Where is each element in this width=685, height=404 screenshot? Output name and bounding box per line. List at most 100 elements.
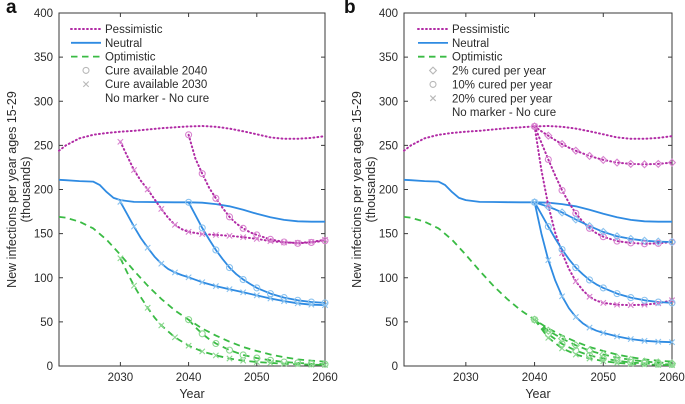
- pessimistic-cure-2030-marker: [130, 166, 138, 174]
- chart-panel-a: 2030 2040 2050 2060 0 50 100 150 200 250 300 350 400…: [5, 8, 338, 401]
- neutral-cure-2040-marker: [225, 264, 234, 272]
- optimistic-cure-2030-marker: [240, 357, 247, 364]
- series-neutral-10pct-cured: [533, 201, 673, 304]
- neutral-cure-2040-marker: [321, 299, 329, 307]
- neutral-cure-2030-marker: [185, 274, 192, 281]
- pessimistic-20pct-cured-marker: [586, 293, 593, 300]
- pessimistic-cure-2030-marker: [158, 205, 165, 213]
- optimistic-20pct-cured-marker: [545, 334, 552, 341]
- x-tick-label: 2040: [522, 372, 548, 384]
- optimistic-cure-2040-marker: [280, 358, 288, 366]
- optimistic-cure-2030-marker: [144, 304, 151, 311]
- pessimistic-cure-2040-marker: [321, 237, 329, 245]
- y-tick-label: 400: [34, 8, 53, 20]
- neutral-cure-2030-marker: [144, 244, 151, 251]
- pessimistic-cure-2040-marker: [307, 238, 315, 246]
- x-axis-label: Year: [179, 387, 204, 401]
- neutral-20pct-cured-marker: [655, 338, 662, 345]
- legend-circle-marker: [82, 66, 90, 74]
- markers-optimistic-cure-2030: [117, 255, 329, 369]
- neutral-cure-2040-marker: [185, 198, 193, 206]
- y-axis-label-line2: (thousands): [364, 156, 378, 222]
- pessimistic-cure-2040-marker: [266, 235, 274, 243]
- y-tick-label: 0: [47, 361, 53, 373]
- x-tick-label: 2050: [244, 372, 270, 384]
- series-pessimistic-2pct-cured: [533, 125, 673, 166]
- legend-label: Optimistic: [105, 52, 156, 64]
- neutral-cure-2030-marker: [199, 279, 206, 286]
- pessimistic-10pct-cured-marker: [613, 237, 621, 245]
- legend-circle-marker: [429, 80, 437, 88]
- pessimistic-20pct-cured-marker: [627, 302, 634, 309]
- pessimistic-cure-2040-marker: [239, 224, 247, 232]
- optimistic-cure-2040-marker: [185, 316, 193, 324]
- pessimistic-2pct-cured-marker: [557, 139, 567, 149]
- optimistic-cure-2030-marker: [130, 282, 138, 289]
- y-axis-label-line1: New infections per year ages 15-29: [5, 91, 19, 288]
- neutral-cure-2030-marker: [226, 286, 233, 293]
- markers-optimistic-10pct-cured: [531, 316, 676, 368]
- neutral-20pct-cured-marker: [572, 313, 579, 321]
- neutral-10pct-cured-marker: [640, 296, 649, 304]
- markers-pessimistic-cure-2030: [117, 138, 329, 246]
- markers-optimistic-2pct-cured: [530, 315, 677, 368]
- optimistic-cure-2040-marker: [198, 330, 206, 338]
- pessimistic-2pct-cured-marker: [667, 158, 677, 167]
- neutral-20pct-cured-marker: [627, 335, 634, 343]
- optimistic-cure-2040-marker: [307, 360, 315, 368]
- pessimistic-cure-2040-marker: [212, 194, 220, 202]
- optimistic-20pct-cured-marker: [558, 345, 566, 352]
- pessimistic-cure-2030-marker: [144, 186, 151, 193]
- neutral-cure-2040-marker: [307, 298, 315, 306]
- y-tick-label: 200: [379, 185, 398, 197]
- legend-label: 10% cured per year: [452, 79, 553, 91]
- optimistic-cure-2040-marker: [225, 346, 234, 354]
- pessimistic-10pct-cured-marker: [585, 224, 594, 232]
- pessimistic-2pct-cured-marker: [599, 155, 608, 165]
- markers-neutral-cure-2030: [117, 198, 329, 309]
- optimistic-cure-2040-marker: [294, 359, 302, 367]
- pessimistic-cure-2030-marker: [212, 231, 219, 239]
- series-optimistic-cure-2040: [187, 319, 326, 366]
- optimistic-cure-2030-marker: [117, 255, 124, 262]
- legend-x-marker: [82, 81, 90, 88]
- pessimistic-20pct-cured-marker: [545, 202, 552, 209]
- markers-neutral-20pct-cured: [531, 199, 676, 346]
- neutral-10pct-cured-marker: [531, 198, 539, 206]
- neutral-10pct-cured-marker: [627, 294, 635, 302]
- y-axis-label-line1: New infections per year ages 15-29: [350, 91, 364, 288]
- y-tick-label: 100: [34, 273, 53, 285]
- neutral-2pct-cured-marker: [640, 236, 649, 245]
- neutral-cure-2030-marker: [212, 283, 219, 290]
- x-tick-label: 2060: [312, 372, 338, 384]
- neutral-10pct-cured-marker: [613, 290, 621, 298]
- optimistic-cure-2030-marker: [199, 348, 206, 355]
- series-optimistic-cure-2030: [119, 257, 326, 366]
- pessimistic-20pct-cured-marker: [572, 278, 579, 285]
- legend-label: Pessimistic: [452, 24, 510, 36]
- x-tick-label: 2030: [453, 372, 479, 384]
- neutral-cure-2040-marker: [253, 284, 261, 292]
- neutral-2pct-cured-marker: [626, 234, 635, 244]
- pessimistic-10pct-cured-marker: [599, 233, 607, 241]
- neutral-10pct-cured-marker: [668, 299, 676, 307]
- pessimistic-cure-2030-marker: [185, 228, 192, 235]
- pessimistic-cure-2030-marker: [226, 232, 233, 239]
- neutral-cure-2030-marker: [117, 198, 124, 205]
- legend-label: No marker - No cure: [452, 107, 556, 119]
- markers-optimistic-20pct-cured: [531, 316, 676, 369]
- legend-label: 2% cured per year: [452, 66, 546, 78]
- y-tick-label: 150: [379, 229, 398, 241]
- y-tick-label: 350: [379, 52, 398, 64]
- pessimistic-cure-2040-marker: [280, 238, 288, 246]
- x-tick-label: 2040: [176, 372, 202, 384]
- optimistic-10pct-cured-marker: [668, 360, 676, 368]
- series-neutral-20pct-cured: [533, 202, 673, 344]
- pessimistic-cure-2040-marker: [294, 239, 302, 247]
- optimistic-cure-2030-marker: [171, 334, 179, 341]
- optimistic-20pct-cured-marker: [668, 362, 676, 369]
- neutral-2pct-cured-marker: [585, 221, 594, 231]
- neutral-cure-2040-marker: [198, 224, 206, 232]
- markers-pessimistic-2pct-cured: [530, 122, 677, 169]
- legend-label: Optimistic: [452, 52, 503, 64]
